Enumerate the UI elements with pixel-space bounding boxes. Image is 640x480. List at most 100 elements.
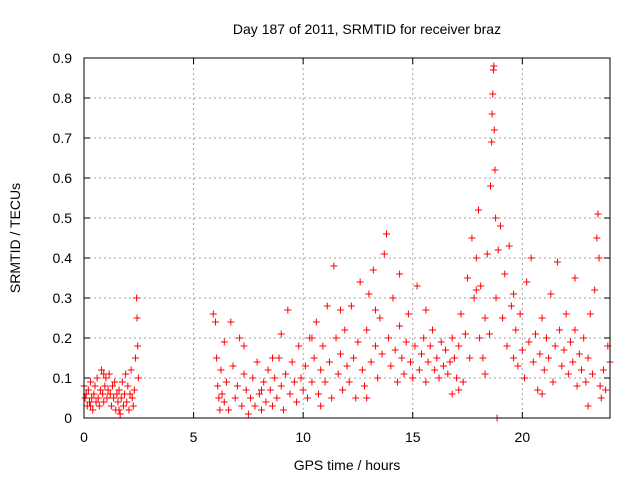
data-point xyxy=(514,362,522,370)
data-point xyxy=(387,362,395,370)
data-point xyxy=(91,382,99,390)
data-point xyxy=(389,294,397,302)
data-point xyxy=(293,398,301,406)
data-point xyxy=(409,374,417,382)
data-point xyxy=(240,370,248,378)
data-point xyxy=(371,306,379,314)
data-point xyxy=(264,366,272,374)
data-point xyxy=(341,326,349,334)
data-point xyxy=(209,310,217,318)
data-point xyxy=(89,406,97,414)
data-point xyxy=(602,386,610,394)
data-point xyxy=(596,382,604,390)
data-point xyxy=(494,246,502,254)
data-point xyxy=(117,394,125,402)
data-point xyxy=(92,398,100,406)
data-point xyxy=(220,398,228,406)
data-point xyxy=(310,354,318,362)
data-point xyxy=(489,90,497,98)
data-point xyxy=(385,334,393,342)
y-axis-title: SRMTID / TECUs xyxy=(7,183,23,293)
data-point xyxy=(588,370,596,378)
data-point xyxy=(472,286,480,294)
data-point xyxy=(512,326,520,334)
data-point xyxy=(95,402,103,410)
data-point xyxy=(214,382,222,390)
data-point xyxy=(258,386,266,394)
data-point xyxy=(505,242,513,250)
data-point xyxy=(510,290,518,298)
data-point xyxy=(549,378,557,386)
data-point xyxy=(134,374,142,382)
data-point xyxy=(315,390,323,398)
data-point xyxy=(273,394,281,402)
data-point xyxy=(268,402,276,410)
data-point xyxy=(108,382,116,390)
data-point xyxy=(439,362,447,370)
data-point xyxy=(477,282,485,290)
y-tick-label: 0.6 xyxy=(53,170,73,186)
data-point xyxy=(251,402,259,410)
data-point xyxy=(455,342,463,350)
data-point xyxy=(428,326,436,334)
data-point xyxy=(391,346,399,354)
data-point xyxy=(255,390,263,398)
data-point xyxy=(584,354,592,362)
data-point xyxy=(238,402,246,410)
data-point xyxy=(521,374,529,382)
data-point xyxy=(374,374,382,382)
data-point xyxy=(103,394,111,402)
data-point xyxy=(227,318,235,326)
data-point xyxy=(336,350,344,358)
data-point xyxy=(376,314,384,322)
data-point xyxy=(380,250,388,258)
data-point xyxy=(126,390,134,398)
data-point xyxy=(321,378,329,386)
data-point xyxy=(222,378,230,386)
y-tick-label: 0.2 xyxy=(53,330,73,346)
data-point xyxy=(290,378,298,386)
data-point xyxy=(282,370,290,378)
data-point xyxy=(450,354,458,362)
data-point xyxy=(295,342,303,350)
data-point xyxy=(551,342,559,350)
data-point xyxy=(422,378,430,386)
data-point xyxy=(516,310,524,318)
data-point xyxy=(431,366,439,374)
data-point xyxy=(277,382,285,390)
data-point xyxy=(119,402,127,410)
data-point xyxy=(461,330,469,338)
data-point xyxy=(304,394,312,402)
data-point xyxy=(593,234,601,242)
data-point xyxy=(411,342,419,350)
data-point xyxy=(540,366,548,374)
data-point xyxy=(98,366,106,374)
data-point xyxy=(356,278,364,286)
data-point xyxy=(418,350,426,358)
data-point xyxy=(101,382,109,390)
data-point xyxy=(87,402,95,410)
data-point xyxy=(242,386,250,394)
data-point xyxy=(472,254,480,262)
data-point xyxy=(426,342,434,350)
data-point xyxy=(492,214,500,222)
data-point xyxy=(113,390,121,398)
data-point xyxy=(339,386,347,394)
data-point xyxy=(490,62,498,70)
data-point xyxy=(118,378,126,386)
data-point xyxy=(317,366,325,374)
data-point xyxy=(111,378,119,386)
data-point xyxy=(262,398,270,406)
data-point xyxy=(133,294,141,302)
data-point xyxy=(231,394,239,402)
data-point xyxy=(345,378,353,386)
data-point xyxy=(297,374,305,382)
data-point xyxy=(571,326,579,334)
data-point xyxy=(116,410,124,418)
x-axis-title: GPS time / hours xyxy=(294,457,401,473)
data-point xyxy=(299,386,307,394)
data-point xyxy=(218,390,226,398)
data-point xyxy=(485,330,493,338)
data-point xyxy=(407,358,415,366)
